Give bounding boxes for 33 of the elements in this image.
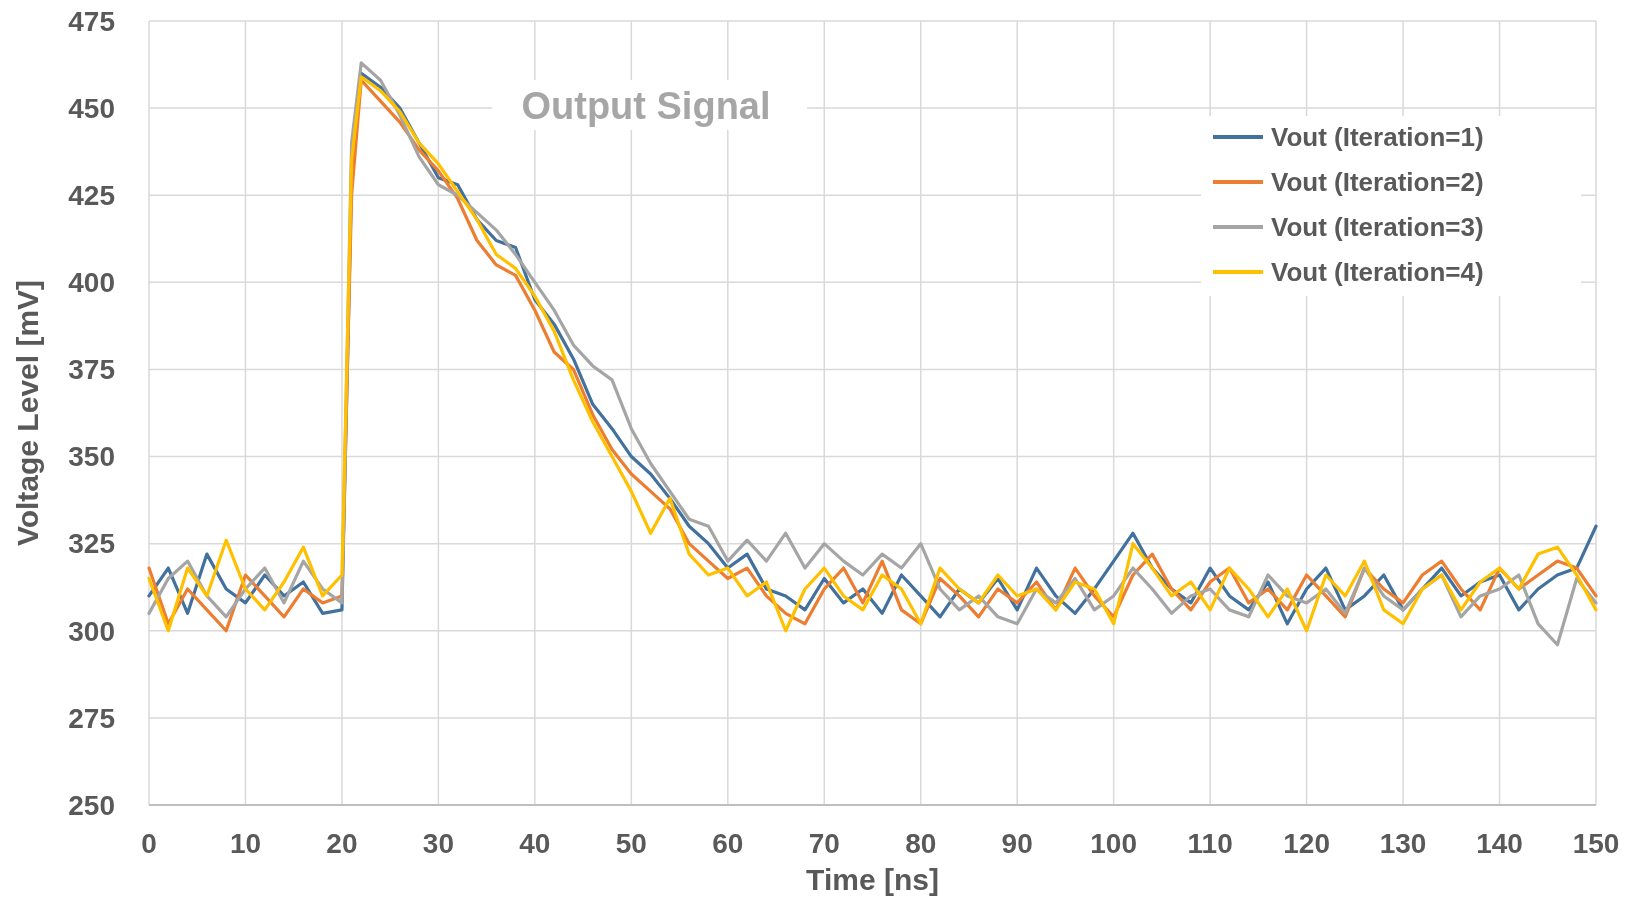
y-tick-label: 350 — [68, 441, 115, 473]
x-tick-label: 140 — [1476, 827, 1523, 859]
x-tick-label: 0 — [141, 827, 157, 859]
y-tick-label: 300 — [68, 615, 115, 647]
y-axis-title: Voltage Level [mV] — [11, 279, 44, 547]
x-tick-label: 130 — [1379, 827, 1427, 859]
x-axis-title: Time [ns] — [806, 863, 939, 896]
x-tick-label: 10 — [229, 827, 262, 859]
y-tick-label: 250 — [68, 789, 115, 821]
x-tick-label: 70 — [808, 827, 840, 859]
x-tick-label: 120 — [1283, 827, 1330, 859]
x-tick-label: 100 — [1090, 827, 1138, 859]
x-tick-label: 40 — [519, 827, 551, 859]
legend-label: Vout (Iteration=1) — [1271, 122, 1484, 153]
y-tick-label: 475 — [68, 5, 115, 37]
x-tick-label: 30 — [422, 827, 454, 859]
legend-label: Vout (Iteration=2) — [1271, 167, 1484, 198]
text: Output Signal — [521, 85, 771, 128]
x-tick-label: 50 — [615, 827, 647, 859]
x-tick-label: 80 — [905, 827, 937, 859]
y-tick-label: 425 — [68, 180, 115, 212]
x-tick-label: 60 — [712, 827, 744, 859]
y-tick-label: 400 — [68, 267, 115, 299]
y-tick-label: 450 — [68, 92, 115, 124]
x-tick-label: 150 — [1572, 827, 1620, 859]
x-tick-label: 90 — [1001, 827, 1033, 859]
x-tick-label: 20 — [326, 827, 358, 859]
legend-label: Vout (Iteration=4) — [1271, 257, 1484, 288]
legend-label: Vout (Iteration=3) — [1271, 212, 1484, 243]
y-tick-label: 375 — [68, 354, 115, 386]
y-tick-label: 325 — [68, 528, 115, 560]
x-tick-label: 110 — [1187, 827, 1233, 859]
y-tick-label: 275 — [68, 702, 115, 734]
